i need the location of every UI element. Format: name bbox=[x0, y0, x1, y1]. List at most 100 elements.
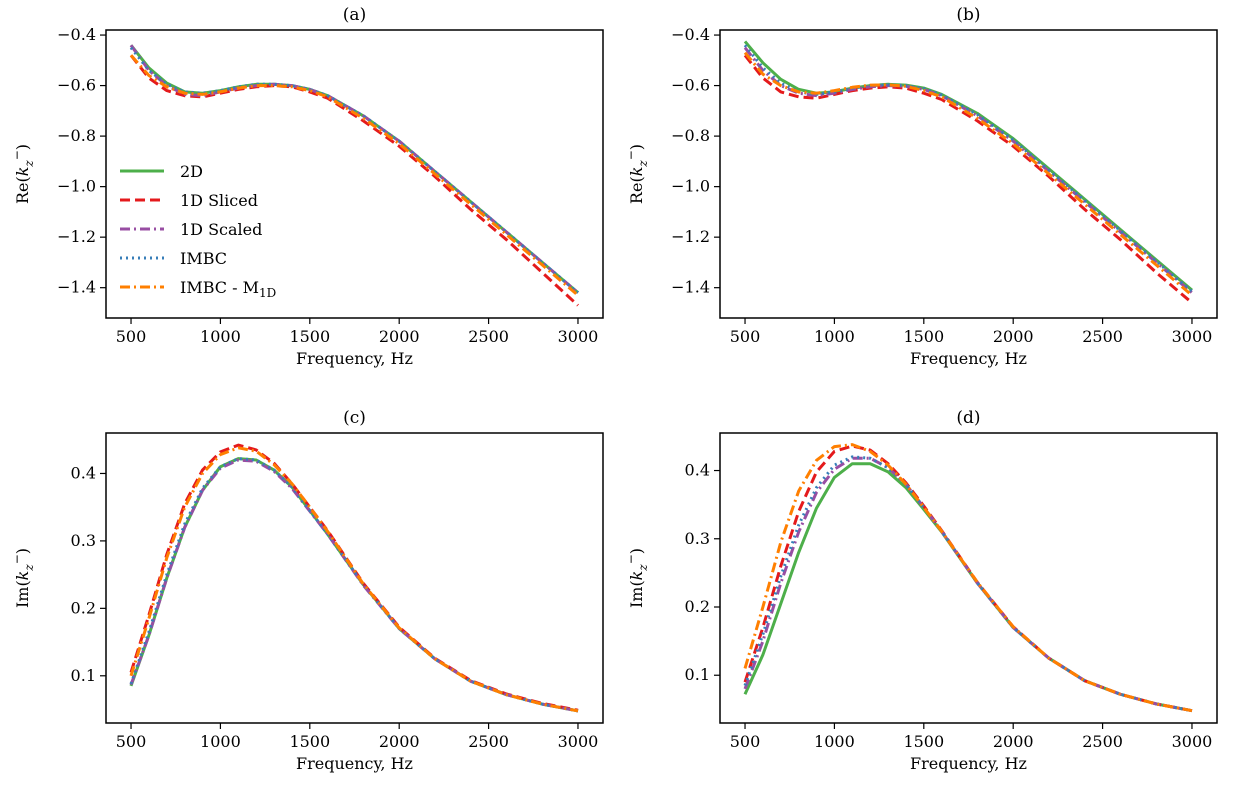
y-tick-label: 0.2 bbox=[71, 598, 96, 617]
y-tick-label: 0.1 bbox=[685, 665, 710, 684]
y-tick-label: 0.2 bbox=[685, 597, 710, 616]
x-tick-label: 3000 bbox=[558, 732, 599, 751]
y-tick-label: −1.0 bbox=[671, 177, 710, 196]
y-axis-label-end: ) bbox=[627, 144, 646, 150]
x-tick-label: 1000 bbox=[200, 732, 241, 751]
series-line-1d-sliced bbox=[743, 444, 1193, 713]
x-tick-label: 2000 bbox=[993, 327, 1034, 346]
y-tick-label: −0.8 bbox=[57, 126, 96, 145]
y-axis-label-superscript: − bbox=[10, 150, 24, 160]
y-tick-label: 0.3 bbox=[71, 531, 96, 550]
series-line-imbc bbox=[743, 455, 1193, 713]
y-axis-label-end: ) bbox=[627, 548, 646, 554]
x-tick-label: 500 bbox=[730, 732, 761, 751]
x-tick-label: 2500 bbox=[468, 327, 509, 346]
series-group bbox=[743, 40, 1193, 304]
panel-b: (b) 500 1000 1500 2000 2500 3000 −1.4 −1.2 −1.0 −0… bbox=[624, 5, 1218, 368]
x-tick-label: 1500 bbox=[289, 732, 330, 751]
x-tick-label: 1500 bbox=[903, 327, 944, 346]
x-axis-label: Frequency, Hz bbox=[296, 754, 413, 773]
legend-label: IMBC bbox=[180, 249, 227, 268]
plot-frame bbox=[105, 29, 604, 319]
panel-title: (d) bbox=[956, 408, 980, 428]
x-axis-label: Frequency, Hz bbox=[910, 349, 1027, 368]
legend-label: 1D Sliced bbox=[180, 191, 258, 210]
y-axis-label: Im(kz−) bbox=[10, 548, 36, 608]
x-tick-label: 1000 bbox=[814, 732, 855, 751]
y-axis-label-main: Im( bbox=[627, 580, 646, 608]
x-tick-label: 2000 bbox=[993, 732, 1034, 751]
x-tick-label: 2000 bbox=[379, 327, 420, 346]
y-axis-label-main: Im( bbox=[13, 580, 32, 608]
x-tick-label: 3000 bbox=[1172, 732, 1213, 751]
legend-label-main: IMBC - M bbox=[180, 278, 259, 297]
series-line-1d-scaled bbox=[743, 46, 1193, 294]
x-tick-label: 2000 bbox=[379, 732, 420, 751]
series-group bbox=[743, 443, 1193, 713]
series-line-imbc bbox=[743, 44, 1193, 293]
legend-label-subscript: 1D bbox=[259, 286, 276, 300]
y-tick-label: −1.2 bbox=[671, 227, 710, 246]
series-line-2d bbox=[743, 40, 1193, 292]
y-axis-label-end: ) bbox=[13, 548, 32, 554]
y-axis-label-main: Re( bbox=[627, 176, 646, 204]
panel-d: (d) 500 1000 1500 2000 2500 3000 0.1 0.2 0.3 0.4 Fr… bbox=[624, 408, 1218, 773]
x-tick-label: 1000 bbox=[200, 327, 241, 346]
series-line-1d-scaled bbox=[743, 456, 1193, 713]
y-tick-label: −1.4 bbox=[57, 278, 96, 297]
plot-frame bbox=[719, 29, 1218, 319]
y-axis-label-subscript: z bbox=[636, 564, 650, 572]
series-line-imbc-m1d bbox=[743, 443, 1193, 713]
legend-label: 2D bbox=[180, 162, 203, 181]
x-tick-label: 2500 bbox=[468, 732, 509, 751]
y-axis-label-symbol: k bbox=[13, 571, 32, 581]
y-axis-label-symbol: k bbox=[627, 571, 646, 581]
y-tick-label: −1.0 bbox=[57, 177, 96, 196]
y-axis-label-superscript: − bbox=[624, 554, 638, 564]
x-tick-label: 3000 bbox=[558, 327, 599, 346]
y-tick-label: −0.4 bbox=[671, 25, 710, 44]
y-axis-label-subscript: z bbox=[636, 160, 650, 168]
panel-title: (b) bbox=[956, 5, 980, 25]
y-tick-label: −0.8 bbox=[671, 126, 710, 145]
y-axis-label-subscript: z bbox=[22, 160, 36, 168]
y-tick-label: −0.6 bbox=[671, 76, 710, 95]
y-tick-label: 0.4 bbox=[71, 463, 96, 482]
y-tick-label: −0.4 bbox=[57, 25, 96, 44]
y-tick-label: −0.6 bbox=[57, 76, 96, 95]
y-axis-label: Im(kz−) bbox=[624, 548, 650, 608]
x-tick-label: 1000 bbox=[814, 327, 855, 346]
x-tick-label: 2500 bbox=[1082, 327, 1123, 346]
y-axis-label-end: ) bbox=[13, 144, 32, 150]
x-tick-label: 500 bbox=[116, 327, 147, 346]
y-axis-label-main: Re( bbox=[13, 176, 32, 204]
y-tick-label: −1.2 bbox=[57, 227, 96, 246]
plot-frame bbox=[105, 432, 604, 724]
series-line-2d bbox=[743, 462, 1193, 713]
x-tick-label: 500 bbox=[116, 732, 147, 751]
y-tick-label: −1.4 bbox=[671, 278, 710, 297]
panel-a: (a) 500 1000 1500 2000 2500 3000 −1.4 −1.2 −1.0 −0… bbox=[10, 5, 604, 368]
x-tick-label: 500 bbox=[730, 327, 761, 346]
series-line-imbc-m1d bbox=[129, 446, 579, 713]
panel-title: (c) bbox=[343, 408, 366, 428]
y-axis-label-superscript: − bbox=[624, 150, 638, 160]
y-axis-label-symbol: k bbox=[627, 167, 646, 177]
y-axis-label-symbol: k bbox=[13, 167, 32, 177]
y-tick-label: 0.1 bbox=[71, 666, 96, 685]
legend: 2D 1D Sliced 1D Scaled IMBC IMBC - M1D bbox=[120, 162, 276, 300]
series-line-1d-sliced bbox=[743, 54, 1193, 304]
y-tick-label: 0.3 bbox=[685, 529, 710, 548]
x-tick-label: 2500 bbox=[1082, 732, 1123, 751]
series-line-1d-scaled bbox=[129, 458, 579, 713]
y-axis-label: Re(kz−) bbox=[10, 144, 36, 204]
y-tick-label: 0.4 bbox=[685, 461, 710, 480]
y-axis-label-subscript: z bbox=[22, 564, 36, 572]
x-tick-label: 1500 bbox=[903, 732, 944, 751]
x-axis-label: Frequency, Hz bbox=[296, 349, 413, 368]
y-axis-label-superscript: − bbox=[10, 554, 24, 564]
series-line-imbc-m1d bbox=[129, 54, 579, 297]
panel-title: (a) bbox=[343, 5, 366, 25]
y-axis-label: Re(kz−) bbox=[624, 144, 650, 204]
